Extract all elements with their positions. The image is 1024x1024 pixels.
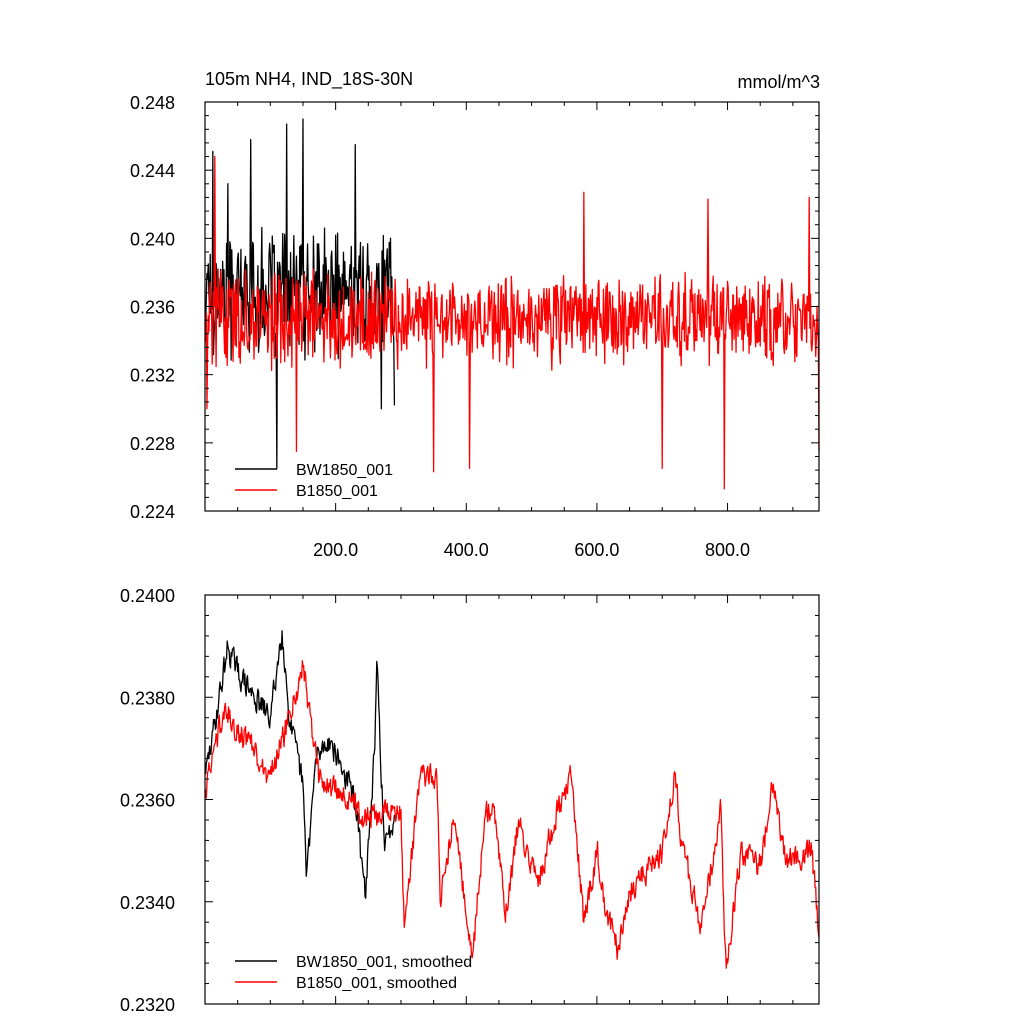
bottom-panel-legend: BW1850_001, smoothed B1850_001, smoothed — [235, 954, 472, 992]
y-tick-label: 0.232 — [130, 366, 175, 386]
y-tick-label: 0.248 — [130, 93, 175, 113]
top-panel-units: mmol/m^3 — [738, 72, 820, 92]
top-panel-legend: BW1850_001 B1850_001 — [235, 462, 393, 500]
bottom-panel-frame — [204, 594, 820, 1005]
x-tick-label: 400.0 — [444, 540, 489, 560]
bottom-panel-series — [205, 630, 820, 969]
y-tick-label: 0.224 — [130, 502, 175, 522]
bottom-panel: 0.2320 0.2340 0.2360 0.2380 0.2400 BW1850_00… — [120, 586, 820, 1015]
top-panel: 105m NH4, IND_18S-30N mmol/m^3 0.2240.22… — [130, 69, 820, 560]
top-panel-x-tick-labels: 200.0 400.0 600.0 800.0 — [313, 540, 750, 560]
series-line-b1850-001-smoothed — [205, 660, 820, 969]
series-line-b1850-001 — [205, 155, 820, 490]
legend-label-b1850: B1850_001 — [296, 483, 378, 500]
y-tick-label: 0.244 — [130, 161, 175, 181]
x-tick-label: 800.0 — [705, 540, 750, 560]
y-tick-label: 0.240 — [130, 229, 175, 249]
series-line-bw1850-001-smoothed — [205, 630, 396, 899]
top-panel-title: 105m NH4, IND_18S-30N — [205, 69, 413, 90]
x-tick-label: 600.0 — [574, 540, 619, 560]
bottom-panel-y-tick-labels: 0.2320 0.2340 0.2360 0.2380 0.2400 — [120, 586, 175, 1015]
y-tick-label: 0.2320 — [120, 995, 175, 1015]
legend-label-bw1850: BW1850_001 — [296, 462, 393, 479]
y-tick-label: 0.2340 — [120, 893, 175, 913]
top-panel-y-tick-labels: 0.224 0.228 0.232 0.236 0.240 0.244 0.248 — [130, 93, 175, 522]
legend-label-bw1850-smoothed: BW1850_001, smoothed — [296, 954, 472, 971]
y-tick-label: 0.228 — [130, 434, 175, 454]
legend-label-b1850-smoothed: B1850_001, smoothed — [296, 975, 457, 992]
y-tick-label: 0.2400 — [120, 586, 175, 606]
x-tick-label: 200.0 — [313, 540, 358, 560]
y-tick-label: 0.2360 — [120, 791, 175, 811]
y-tick-label: 0.2380 — [120, 688, 175, 708]
bottom-panel-ticks — [205, 594, 819, 1005]
top-panel-ticks — [205, 101, 819, 512]
top-panel-series — [205, 118, 820, 490]
y-tick-label: 0.236 — [130, 298, 175, 318]
series-line-bw1850-001 — [205, 118, 396, 470]
